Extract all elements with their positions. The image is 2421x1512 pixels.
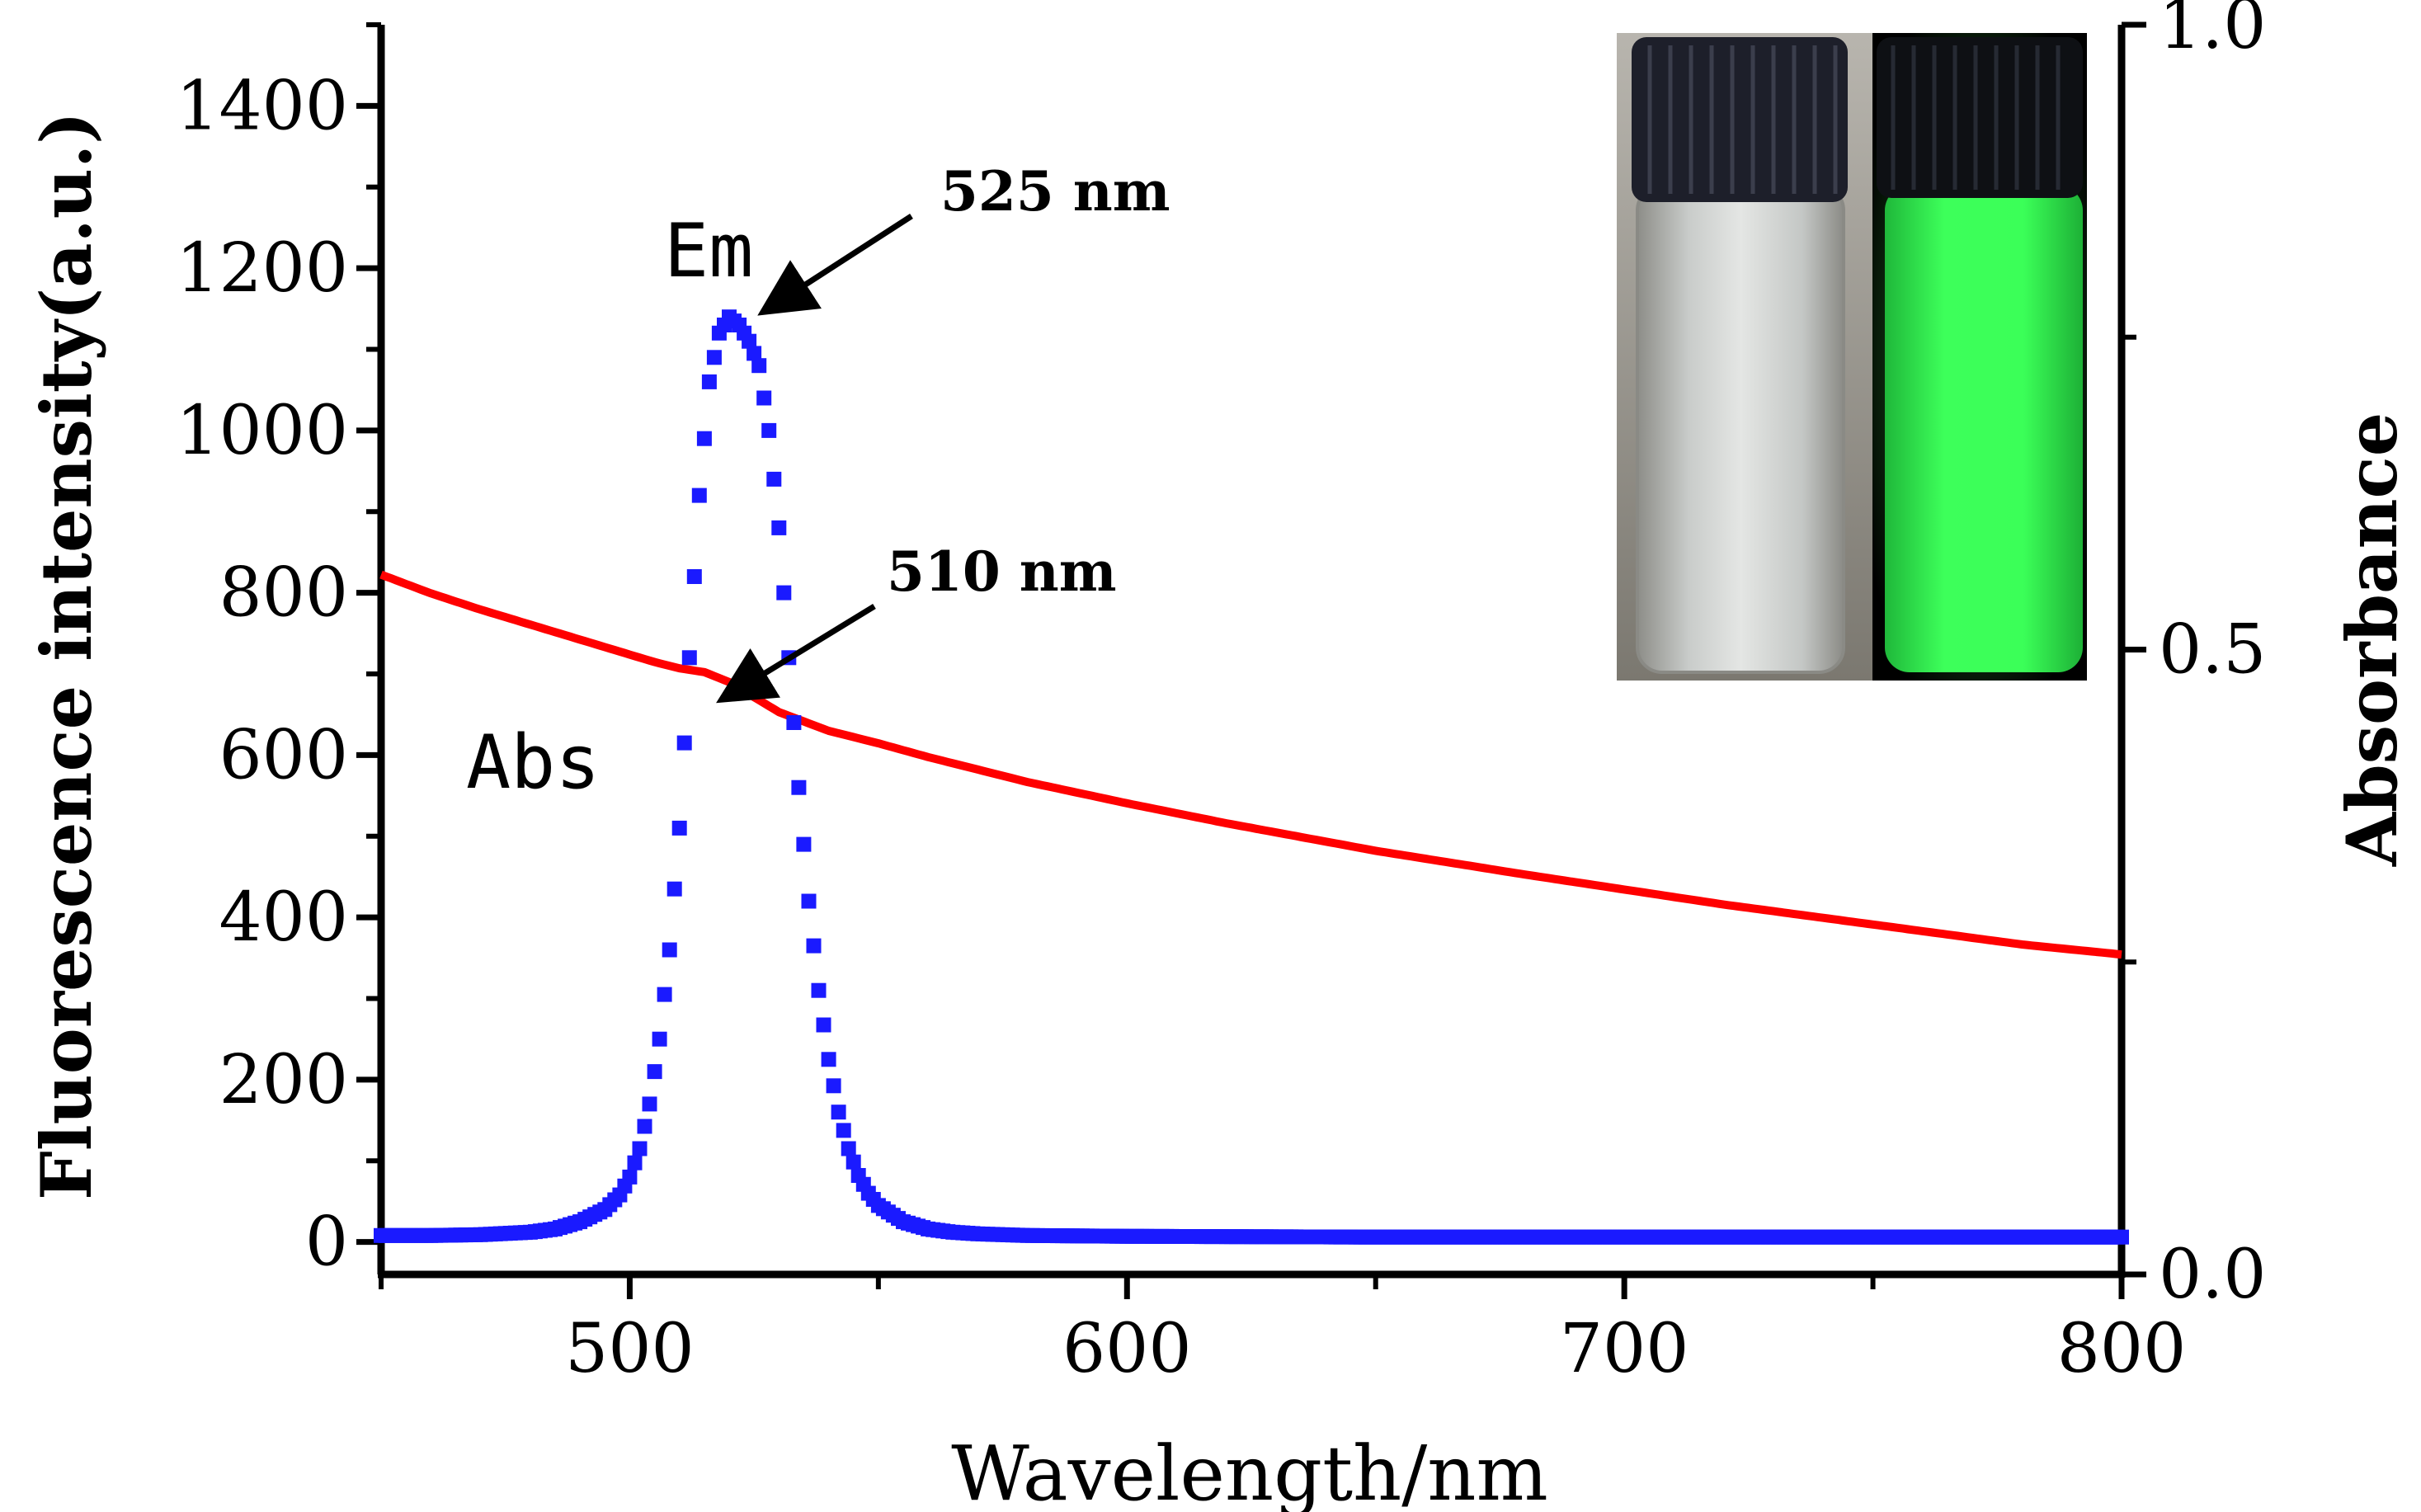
em-point-83	[786, 715, 802, 730]
em-point-66	[701, 374, 717, 389]
abs-series-line	[379, 570, 2122, 959]
em-point-92	[831, 1105, 846, 1120]
em-point-50	[622, 1169, 638, 1185]
em-point-54	[642, 1096, 657, 1112]
x-tick-label-700: 700	[1560, 1310, 1689, 1388]
green-vial-icon	[1877, 37, 2083, 672]
em-point-58	[662, 942, 677, 958]
y-tick-label-400: 400	[219, 878, 348, 957]
y-tick-label-1400: 1400	[176, 67, 348, 145]
em-point-51	[627, 1155, 643, 1171]
y-tick-label-800: 800	[219, 554, 348, 633]
em-point-56	[652, 1031, 667, 1047]
em-point-86	[801, 893, 817, 909]
em-point-60	[671, 820, 687, 836]
y-tick-label-600: 600	[219, 716, 348, 794]
em-point-76	[751, 358, 767, 374]
em-point-81	[776, 585, 792, 601]
em-point-85	[796, 836, 812, 852]
series-label-abs: Abs	[466, 719, 601, 806]
annotation-510: 510 nm	[716, 539, 1117, 704]
em-point-80	[771, 520, 787, 535]
em-point-94	[841, 1141, 856, 1156]
abs-series	[379, 570, 2122, 959]
y2-tick-label-2: 1.0	[2159, 0, 2266, 64]
em-point-55	[647, 1064, 662, 1080]
em-point-350	[2114, 1229, 2129, 1245]
annotation-525-label: 525 nm	[940, 159, 1170, 224]
em-point-63	[686, 569, 702, 584]
clear-vial-icon	[1632, 37, 1848, 674]
em-point-90	[821, 1052, 836, 1067]
em-point-79	[766, 471, 782, 487]
annotation-510-arrow	[716, 604, 876, 704]
em-point-53	[637, 1119, 652, 1134]
em-point-52	[632, 1141, 648, 1156]
em-point-59	[666, 881, 682, 897]
em-point-93	[836, 1123, 851, 1138]
em-point-74	[742, 333, 757, 349]
em-point-65	[696, 431, 712, 446]
em-point-75	[747, 346, 762, 361]
em-point-61	[676, 735, 692, 751]
em-point-89	[816, 1017, 831, 1033]
annotation-525: 525 nm	[757, 159, 1170, 316]
series-label-em: Em	[664, 208, 753, 294]
annotation-510-label: 510 nm	[887, 539, 1117, 604]
em-point-78	[761, 422, 777, 438]
em-point-77	[756, 390, 772, 406]
em-point-91	[826, 1078, 841, 1094]
em-point-57	[657, 987, 672, 1002]
y-tick-label-1200: 1200	[176, 229, 348, 308]
inset-photo	[1617, 33, 2087, 681]
axes-layer: 500 600 700 800 0 200 400 600 800 1000 1200 1400 0.0…	[176, 0, 2266, 1388]
y-tick-label-1000: 1000	[176, 392, 348, 470]
y-tick-label-200: 200	[219, 1041, 348, 1119]
em-point-84	[791, 780, 807, 795]
y2-tick-label-0: 0.0	[2159, 1236, 2266, 1314]
x-tick-label-600: 600	[1062, 1310, 1192, 1388]
y-axis-title: Fluorescence intensity(a.u.)	[26, 111, 107, 1200]
annotation-525-arrow	[757, 214, 913, 316]
em-point-62	[681, 650, 697, 666]
em-series	[374, 309, 2129, 1245]
em-point-67	[706, 350, 722, 365]
em-point-64	[691, 488, 707, 503]
x-tick-label-800: 800	[2057, 1310, 2187, 1388]
em-point-95	[845, 1154, 861, 1170]
y-tick-label-0: 0	[305, 1203, 348, 1282]
y2-tick-label-1: 0.5	[2159, 611, 2266, 690]
y2-axis-title: Absorbance	[2331, 412, 2413, 867]
x-axis-title: Wavelength/nm	[951, 1430, 1548, 1512]
em-point-87	[806, 938, 822, 954]
em-point-88	[811, 982, 827, 998]
x-tick-label-500: 500	[565, 1310, 695, 1388]
